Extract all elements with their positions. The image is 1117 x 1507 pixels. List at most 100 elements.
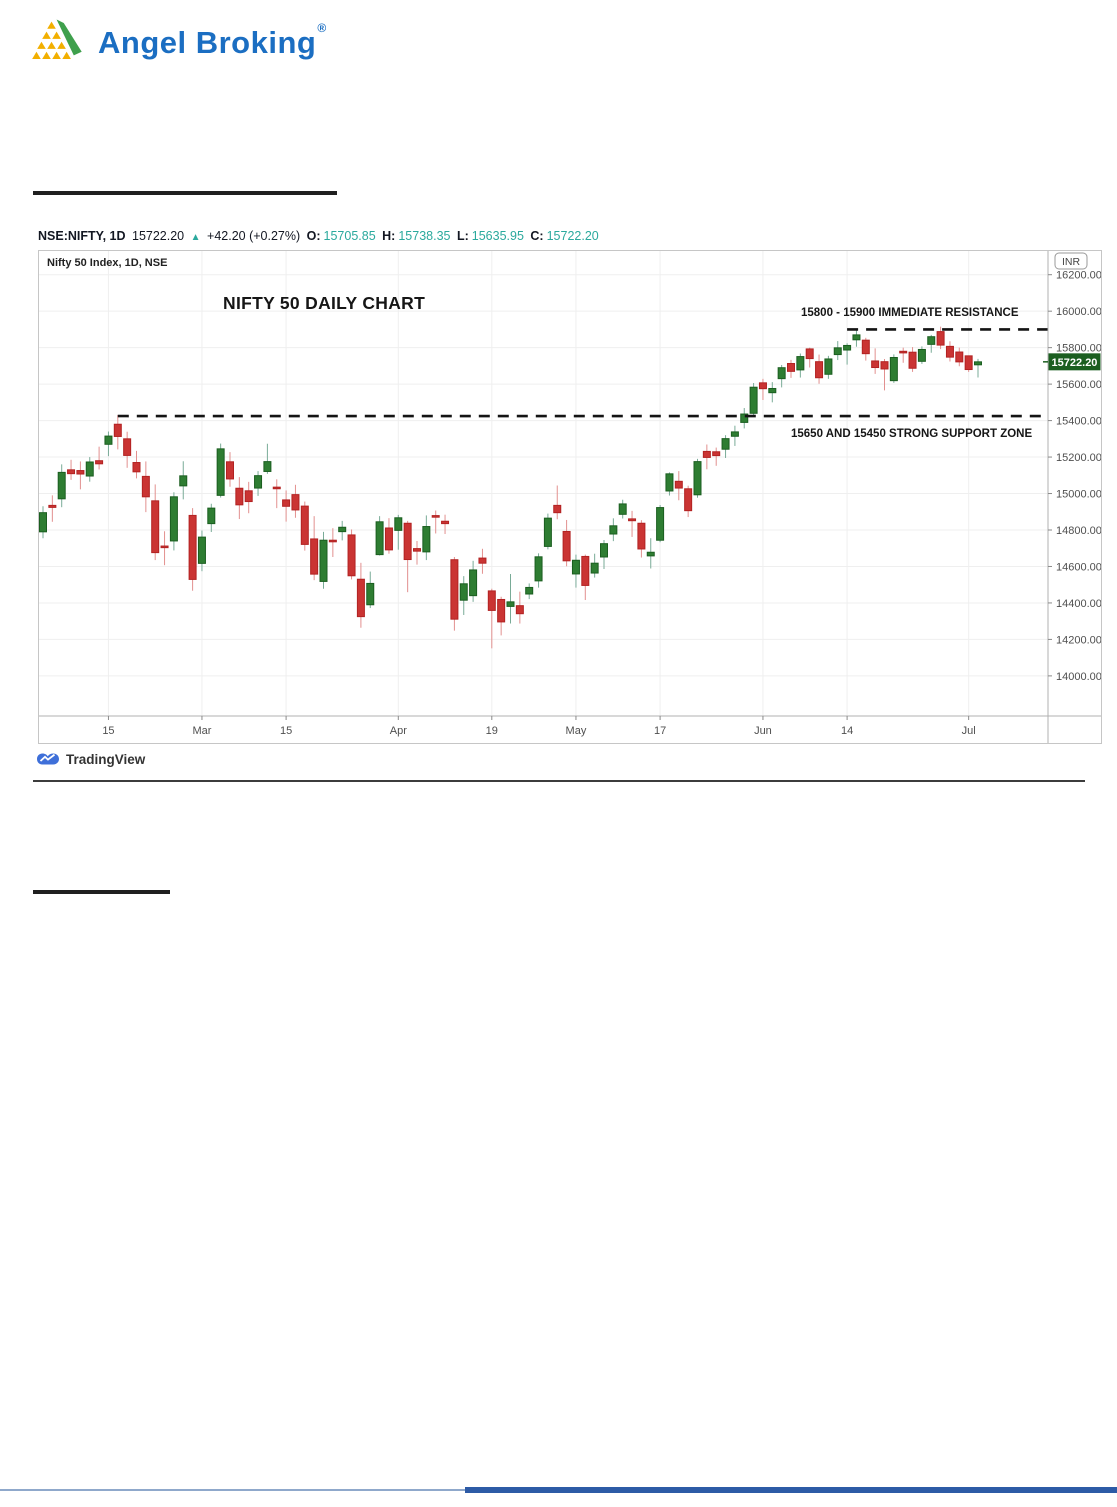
section-rule bbox=[33, 191, 337, 195]
svg-text:15400.00: 15400.00 bbox=[1056, 416, 1101, 428]
tradingview-label: TradingView bbox=[66, 751, 146, 767]
candle bbox=[618, 499, 627, 519]
svg-text:15722.20: 15722.20 bbox=[1052, 357, 1098, 369]
candle bbox=[955, 347, 964, 367]
candle bbox=[469, 560, 478, 602]
candle bbox=[749, 383, 758, 417]
candle bbox=[450, 556, 459, 631]
svg-text:14000.00: 14000.00 bbox=[1056, 671, 1101, 683]
svg-text:Jun: Jun bbox=[754, 725, 772, 737]
candle bbox=[104, 431, 113, 457]
candle bbox=[600, 540, 608, 570]
footer-line-right bbox=[465, 1487, 1117, 1493]
candle bbox=[263, 443, 272, 474]
candle bbox=[497, 596, 506, 636]
candle bbox=[235, 477, 244, 520]
angel-broking-pyramid-icon bbox=[32, 19, 82, 59]
candle bbox=[169, 492, 178, 551]
candle bbox=[441, 514, 450, 535]
candle bbox=[431, 510, 440, 534]
candle bbox=[356, 562, 365, 628]
price-change: +42.20 (+0.27%) bbox=[207, 229, 301, 243]
candle bbox=[936, 326, 945, 350]
candle bbox=[151, 484, 160, 561]
candle bbox=[95, 446, 104, 470]
candle bbox=[590, 553, 599, 578]
candle bbox=[487, 588, 496, 649]
currency-badge bbox=[1054, 252, 1088, 270]
candle bbox=[843, 343, 852, 365]
chart-title: NIFTY 50 DAILY CHART bbox=[223, 293, 426, 313]
candle bbox=[310, 516, 319, 581]
candle bbox=[899, 347, 908, 363]
registered-mark: ® bbox=[317, 20, 327, 35]
candle bbox=[347, 529, 356, 580]
candlestick-series bbox=[39, 326, 982, 649]
candle bbox=[179, 461, 188, 500]
candle bbox=[656, 505, 665, 543]
candle bbox=[282, 490, 291, 522]
candle bbox=[833, 341, 842, 361]
candle bbox=[571, 554, 580, 588]
candle bbox=[908, 347, 917, 372]
last-price: 15722.20 bbox=[132, 229, 185, 243]
candle bbox=[805, 347, 814, 368]
close-label: C: bbox=[530, 229, 544, 243]
candle bbox=[422, 515, 431, 561]
svg-text:17: 17 bbox=[654, 725, 666, 737]
candle bbox=[880, 358, 889, 391]
candle bbox=[861, 337, 870, 361]
footer-accent-bar bbox=[0, 1487, 1117, 1495]
svg-text:15600.00: 15600.00 bbox=[1056, 379, 1101, 391]
content-divider bbox=[33, 780, 1085, 782]
candle bbox=[57, 464, 66, 508]
chart-canvas: 16200.00 16000.00 15800.00 15600.00 15400.00… bbox=[39, 251, 1102, 743]
svg-text:Mar: Mar bbox=[192, 725, 211, 737]
candle bbox=[702, 444, 711, 470]
svg-text:16000.00: 16000.00 bbox=[1056, 306, 1101, 318]
tradingview-attribution: TradingView bbox=[36, 750, 145, 768]
svg-text:16200.00: 16200.00 bbox=[1056, 270, 1101, 282]
candle bbox=[674, 471, 683, 501]
candle bbox=[917, 346, 926, 364]
svg-text:Apr: Apr bbox=[390, 725, 407, 737]
svg-text:15200.00: 15200.00 bbox=[1056, 452, 1101, 464]
candle bbox=[76, 461, 85, 490]
symbol-ohlc-header: NSE:NIFTY, 1D 15722.20 ▲ +42.20 (+0.27%)… bbox=[38, 229, 602, 243]
section-rule-2 bbox=[33, 890, 170, 894]
high-label: H: bbox=[382, 229, 396, 243]
low-value: 15635.95 bbox=[471, 229, 524, 243]
svg-text:15: 15 bbox=[280, 725, 292, 737]
candle bbox=[291, 484, 300, 518]
candle bbox=[338, 520, 347, 541]
candle bbox=[216, 443, 225, 498]
candlestick-chart: 16200.00 16000.00 15800.00 15600.00 15400.00… bbox=[38, 250, 1102, 744]
open-label: O: bbox=[306, 229, 321, 243]
tradingview-icon bbox=[37, 753, 59, 765]
candle bbox=[132, 450, 141, 479]
candle bbox=[787, 359, 795, 378]
candle bbox=[730, 425, 739, 446]
candle bbox=[319, 531, 328, 589]
candle bbox=[758, 378, 767, 400]
candle bbox=[197, 530, 206, 572]
gridlines bbox=[39, 251, 1048, 716]
symbol-name: NSE:NIFTY, 1D bbox=[38, 229, 126, 243]
candle bbox=[226, 452, 234, 487]
candle bbox=[665, 472, 674, 496]
candle bbox=[525, 583, 534, 600]
high-value: 15738.35 bbox=[398, 229, 451, 243]
candle bbox=[852, 329, 861, 347]
close-value: 15722.20 bbox=[546, 229, 599, 243]
candle bbox=[39, 506, 47, 539]
candle bbox=[403, 520, 412, 593]
candle bbox=[945, 341, 954, 362]
candle bbox=[366, 571, 375, 609]
svg-text:May: May bbox=[566, 725, 587, 737]
footer-line-left bbox=[0, 1489, 466, 1491]
candle bbox=[815, 354, 824, 384]
candle bbox=[300, 501, 309, 551]
candle bbox=[515, 591, 524, 624]
candle bbox=[272, 479, 281, 509]
